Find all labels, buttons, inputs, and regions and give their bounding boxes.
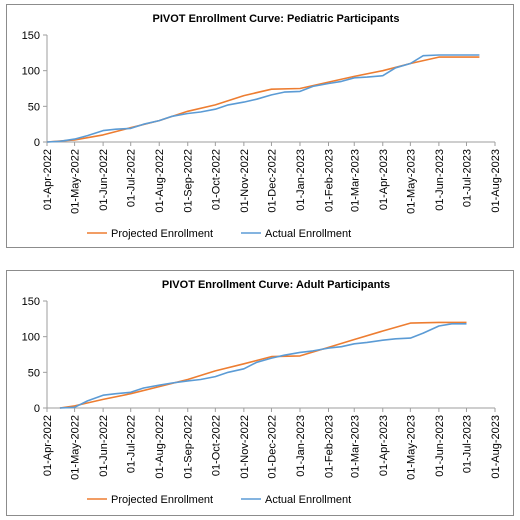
chart-panel-adult: PIVOT Enrollment Curve: Adult Participan… — [6, 270, 514, 516]
x-tick-label: 01-Jun-2022 — [98, 415, 110, 477]
legend-label-projected-enrollment: Projected Enrollment — [111, 494, 213, 506]
x-tick-label: 01-Nov-2022 — [239, 149, 251, 213]
x-tick-label: 01-Feb-2023 — [323, 149, 335, 212]
x-tick-label: 01-Jun-2023 — [434, 149, 446, 211]
chart-title: PIVOT Enrollment Curve: Pediatric Partic… — [153, 13, 400, 25]
x-tick-label: 01-Aug-2023 — [490, 149, 502, 213]
legend-label-actual-enrollment: Actual Enrollment — [265, 228, 351, 240]
x-tick-label: 01-Sep-2022 — [183, 415, 195, 479]
legend-label-projected-enrollment: Projected Enrollment — [111, 228, 213, 240]
legend-label-actual-enrollment: Actual Enrollment — [265, 494, 351, 506]
x-tick-label: 01-Apr-2023 — [378, 149, 390, 210]
x-tick-label: 01-Jul-2023 — [461, 149, 473, 207]
chart-svg: PIVOT Enrollment Curve: Pediatric Partic… — [22, 13, 502, 240]
chart-panel-pediatric: PIVOT Enrollment Curve: Pediatric Partic… — [6, 4, 514, 248]
x-tick-label: 01-Aug-2022 — [154, 415, 166, 479]
x-tick-label: 01-May-2022 — [70, 149, 82, 214]
y-tick-label: 50 — [28, 367, 40, 379]
x-tick-label: 01-Apr-2022 — [42, 149, 54, 210]
x-tick-label: 01-Jan-2023 — [295, 149, 307, 211]
y-tick-label: 0 — [34, 137, 40, 149]
x-tick-label: 01-May-2023 — [405, 415, 417, 480]
y-tick-label: 0 — [34, 403, 40, 415]
x-tick-label: 01-Dec-2022 — [266, 149, 278, 213]
y-tick-label: 50 — [28, 101, 40, 113]
x-tick-label: 01-Jul-2022 — [126, 149, 138, 207]
x-tick-label: 01-Dec-2022 — [266, 415, 278, 479]
x-tick-label: 01-Aug-2023 — [490, 415, 502, 479]
y-tick-label: 100 — [22, 66, 40, 78]
x-tick-label: 01-Jun-2022 — [98, 149, 110, 211]
y-tick-label: 150 — [22, 30, 40, 42]
series-line-actual-enrollment — [46, 54, 480, 143]
chart-svg: PIVOT Enrollment Curve: Adult Participan… — [22, 279, 502, 506]
x-tick-label: 01-Apr-2022 — [42, 415, 54, 476]
x-tick-label: 01-Jan-2023 — [295, 415, 307, 477]
y-tick-label: 150 — [22, 296, 40, 308]
series-line-projected-enrollment — [46, 56, 480, 143]
x-tick-label: 01-Sep-2022 — [183, 149, 195, 213]
x-tick-label: 01-Feb-2023 — [323, 415, 335, 478]
series-line-projected-enrollment — [59, 321, 467, 409]
x-tick-label: 01-Jun-2023 — [434, 415, 446, 477]
x-tick-label: 01-Aug-2022 — [154, 149, 166, 213]
x-tick-label: 01-Nov-2022 — [239, 415, 251, 479]
x-tick-label: 01-Oct-2022 — [210, 415, 222, 476]
x-tick-label: 01-Mar-2023 — [349, 415, 361, 478]
x-tick-label: 01-May-2022 — [70, 415, 82, 480]
series-line-actual-enrollment — [59, 322, 467, 409]
x-tick-label: 01-May-2023 — [405, 149, 417, 214]
y-tick-label: 100 — [22, 332, 40, 344]
x-tick-label: 01-Oct-2022 — [210, 149, 222, 210]
chart-title: PIVOT Enrollment Curve: Adult Participan… — [162, 279, 390, 291]
x-tick-label: 01-Mar-2023 — [349, 149, 361, 212]
x-tick-label: 01-Jul-2023 — [461, 415, 473, 473]
x-tick-label: 01-Jul-2022 — [126, 415, 138, 473]
x-tick-label: 01-Apr-2023 — [378, 415, 390, 476]
